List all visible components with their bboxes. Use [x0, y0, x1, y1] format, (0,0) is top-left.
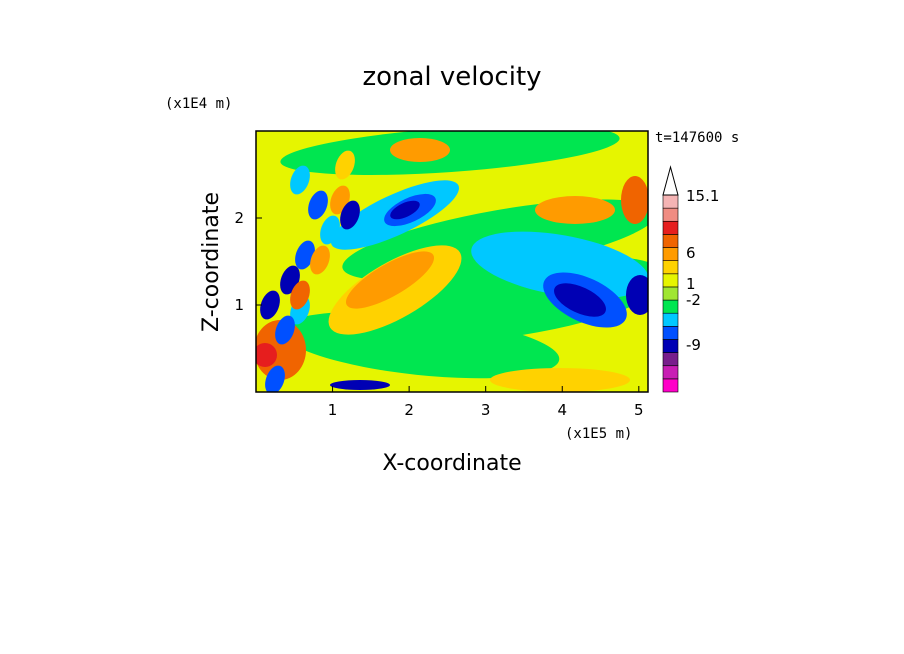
colorbar-swatch	[662, 220, 679, 235]
x-axis-label: X-coordinate	[382, 451, 521, 476]
colorbar-swatch	[662, 286, 679, 301]
wave-blob	[335, 150, 355, 180]
colorbar-swatch	[662, 378, 679, 393]
colorbar-swatch	[662, 247, 679, 261]
region-orange-top	[390, 138, 450, 162]
wave-blob	[265, 365, 285, 392]
colorbar-swatch	[662, 312, 679, 327]
y-tick-label: 2	[234, 209, 244, 227]
colorbar: 15.1 6 1-2 -9	[662, 165, 719, 393]
x-tick-label: 1	[328, 401, 338, 419]
chart-title: zonal velocity	[362, 62, 541, 92]
colorbar-swatch	[662, 234, 679, 248]
y-unit-label: (x1E4 m)	[165, 96, 232, 112]
colorbar-label: -9	[686, 336, 701, 354]
y-axis-ticks: 12	[234, 209, 262, 314]
wave-blob	[290, 165, 310, 195]
region-yellow-bottom	[490, 368, 630, 392]
plot-frame	[255, 130, 649, 393]
x-tick-label: 3	[481, 401, 491, 419]
colorbar-label: -2	[686, 291, 701, 309]
colorbar-label: 1	[686, 275, 696, 293]
colorbar-label: 6	[686, 244, 696, 262]
wave-blob	[320, 215, 340, 245]
colorbar-swatch	[662, 194, 679, 209]
x-axis-ticks: 1 2 3 4 5	[328, 386, 644, 419]
x-tick-label: 4	[557, 401, 567, 419]
colorbar-swatch	[662, 326, 679, 340]
colorbar-swatch	[662, 207, 679, 222]
wave-blob	[308, 190, 328, 220]
x-unit-label: (x1E5 m)	[565, 426, 632, 442]
x-tick-label: 5	[634, 401, 644, 419]
time-label: t=147600 s	[655, 130, 739, 146]
region-darkblue-upper	[390, 200, 420, 220]
colorbar-swatch	[662, 339, 679, 353]
region-cyan-right	[471, 231, 648, 299]
wave-blob	[275, 315, 295, 345]
region-red-edge	[621, 176, 648, 224]
wave-blob	[290, 280, 310, 310]
colorbar-swatch	[662, 299, 679, 314]
region-darkblue-edge	[626, 275, 648, 315]
colorbar-swatch	[662, 365, 679, 380]
region-darkblue-right	[554, 283, 606, 317]
colorbar-swatch	[662, 273, 679, 288]
wave-blob	[295, 240, 315, 270]
wave-blob	[260, 290, 280, 320]
colorbar-swatch	[662, 260, 679, 275]
region-darkblue-bottom	[330, 380, 390, 390]
colorbar-swatch	[662, 352, 679, 367]
y-tick-label: 1	[234, 296, 244, 314]
colorbar-label: 15.1	[686, 187, 719, 205]
region-red-left	[256, 343, 277, 367]
wave-blob	[310, 245, 330, 275]
y-axis-label: Z-coordinate	[199, 192, 224, 332]
region-orange-right	[535, 196, 615, 224]
velocity-field	[256, 131, 648, 392]
wave-blob	[340, 200, 360, 230]
colorbar-extend-arrow	[662, 165, 679, 196]
region-orange-center	[345, 251, 435, 309]
x-tick-label: 2	[404, 401, 414, 419]
